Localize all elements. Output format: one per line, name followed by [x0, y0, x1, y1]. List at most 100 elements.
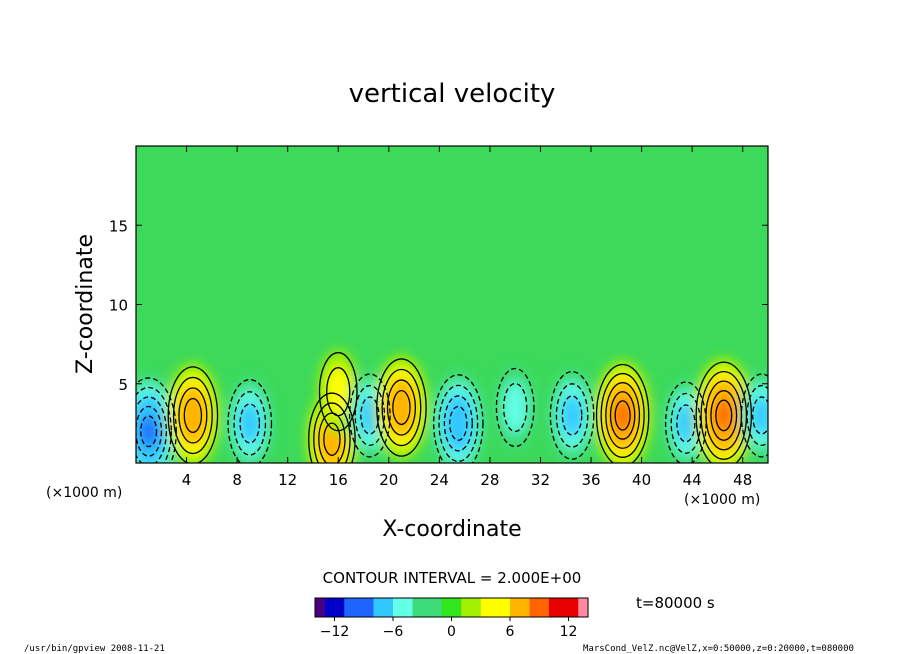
y-tick-label: 10 — [109, 297, 128, 315]
velocity-cell-13-level-3 — [751, 395, 768, 436]
velocity-cell-4-level-2 — [325, 365, 351, 418]
colorbar-tick-label: −12 — [320, 624, 350, 640]
colorbar-segment — [549, 598, 560, 617]
contour-cell-7-level-2 — [438, 384, 479, 463]
velocity-cell-2-level-3 — [239, 402, 261, 445]
colorbar-segment — [334, 598, 345, 617]
footer-right: MarsCond_VelZ.nc@VelZ,x=0:50000,z=0:2000… — [583, 644, 854, 654]
x-tick-label: 12 — [278, 471, 297, 489]
colorbar-segment — [344, 598, 355, 617]
contour-cell-5-level-1 — [348, 373, 391, 458]
contour-cell-10-level-3 — [605, 382, 641, 449]
contour-cell-5-level-2 — [354, 384, 386, 447]
colorbar-segment — [568, 598, 579, 617]
contour-cell-7-level-3 — [443, 395, 473, 452]
contour-interval-text: CONTOUR INTERVAL = 2.000E+00 — [323, 569, 582, 587]
contour-cell-2-level-3 — [239, 403, 261, 444]
colorbar-tick-label: 6 — [506, 624, 515, 640]
contour-cell-7-level-1 — [433, 374, 484, 463]
contour-cell-7-level-4 — [449, 405, 468, 441]
colorbar-segment — [412, 598, 423, 617]
contour-cell-2-level-2 — [233, 391, 267, 456]
contour-cell-3-level-3 — [318, 412, 346, 463]
colorbar-segment — [480, 598, 492, 617]
x-tick-label: 24 — [430, 471, 449, 489]
contour-cell-10-level-4 — [609, 391, 636, 440]
colorbar-segment — [363, 598, 375, 617]
colorbar-segment — [510, 598, 521, 617]
colorbar-segment — [519, 598, 531, 617]
x-tick-label: 8 — [232, 471, 242, 489]
contour-cell-6-level-2 — [381, 368, 422, 447]
velocity-cell-0-level-5 — [140, 414, 158, 448]
contour-cell-10-level-2 — [600, 372, 645, 458]
colorbar-tick-label: 0 — [447, 624, 456, 640]
colorbar-segment — [461, 598, 472, 617]
x-axis-label: X-coordinate — [382, 517, 521, 542]
velocity-cell-8-level-2 — [502, 381, 528, 434]
velocity-cell-11-level-3 — [676, 403, 696, 444]
colorbar-segment — [451, 598, 462, 617]
colorbar-segment — [441, 598, 453, 617]
contour-cell-2-level-1 — [227, 378, 273, 463]
colorbar-segment — [315, 598, 326, 617]
contour-cell-12-level-1 — [695, 361, 753, 463]
velocity-cell-7-level-4 — [448, 405, 468, 442]
x-tick-label: 32 — [531, 471, 550, 489]
colorbar-segment — [539, 598, 550, 617]
colorbar-segment — [490, 598, 501, 617]
contour-cell-9-level-2 — [555, 383, 589, 448]
x-tick-label: 28 — [480, 471, 499, 489]
colorbar-segment — [500, 598, 511, 617]
x-tick-label: 44 — [683, 471, 702, 489]
y-tick-label: 5 — [118, 376, 128, 394]
contour-cell-13-level-3 — [752, 396, 768, 435]
contour-cell-0-level-5 — [140, 415, 158, 448]
contour-cell-12-level-5 — [715, 399, 733, 432]
chart-title: vertical velocity — [349, 79, 556, 109]
x-tick-label: 40 — [632, 471, 651, 489]
time-label: t=80000 s — [636, 594, 715, 612]
contour-cell-13-level-1 — [740, 373, 768, 458]
colorbar-segment — [373, 598, 384, 617]
colorbar-segment — [383, 598, 394, 617]
colorbar-segment — [578, 598, 589, 617]
colorbar-segment — [393, 598, 404, 617]
contour-cell-0-level-1 — [136, 377, 177, 463]
colorbar-segment — [354, 598, 365, 617]
velocity-cell-12-level-5 — [715, 398, 733, 433]
colorbar-segment — [558, 598, 570, 617]
x-axis-unit-right: (×1000 m) — [684, 492, 760, 508]
contour-cell-1-level-3 — [178, 387, 208, 444]
contour-cell-6-level-1 — [376, 358, 427, 457]
y-tick-label: 15 — [109, 217, 128, 235]
contour-cell-3-level-1 — [308, 392, 356, 463]
contour-cell-11-level-3 — [676, 404, 696, 443]
x-tick-label: 20 — [379, 471, 398, 489]
contour-cell-1-level-4 — [183, 397, 203, 433]
colorbar-segment — [471, 598, 482, 617]
colorbar-segment — [402, 598, 414, 617]
contour-cell-4-level-2 — [326, 367, 351, 417]
colorbar-segment — [324, 598, 336, 617]
contour-cell-0-level-3 — [136, 396, 168, 463]
x-axis-unit-left: (×1000 m) — [46, 485, 122, 501]
velocity-cell-6-level-4 — [392, 389, 411, 426]
colorbar-tick-label: 12 — [560, 624, 578, 640]
contour-cell-9-level-1 — [549, 371, 595, 460]
contour-cell-12-level-2 — [700, 370, 748, 460]
contour-cell-3-level-4 — [323, 422, 341, 456]
contour-cell-8-level-2 — [503, 382, 528, 433]
velocity-cell-10-level-5 — [614, 399, 631, 432]
x-tick-label: 4 — [182, 471, 192, 489]
x-tick-label: 48 — [733, 471, 752, 489]
velocity-cell-9-level-3 — [561, 394, 583, 437]
contour-cell-5-level-3 — [360, 396, 380, 435]
colorbar-segment — [422, 598, 433, 617]
colorbar-segment — [432, 598, 443, 617]
x-tick-label: 36 — [581, 471, 600, 489]
contour-cell-1-level-1 — [167, 366, 219, 463]
colorbar-tick-label: −6 — [383, 624, 404, 640]
contour-cell-11-level-2 — [670, 392, 702, 454]
